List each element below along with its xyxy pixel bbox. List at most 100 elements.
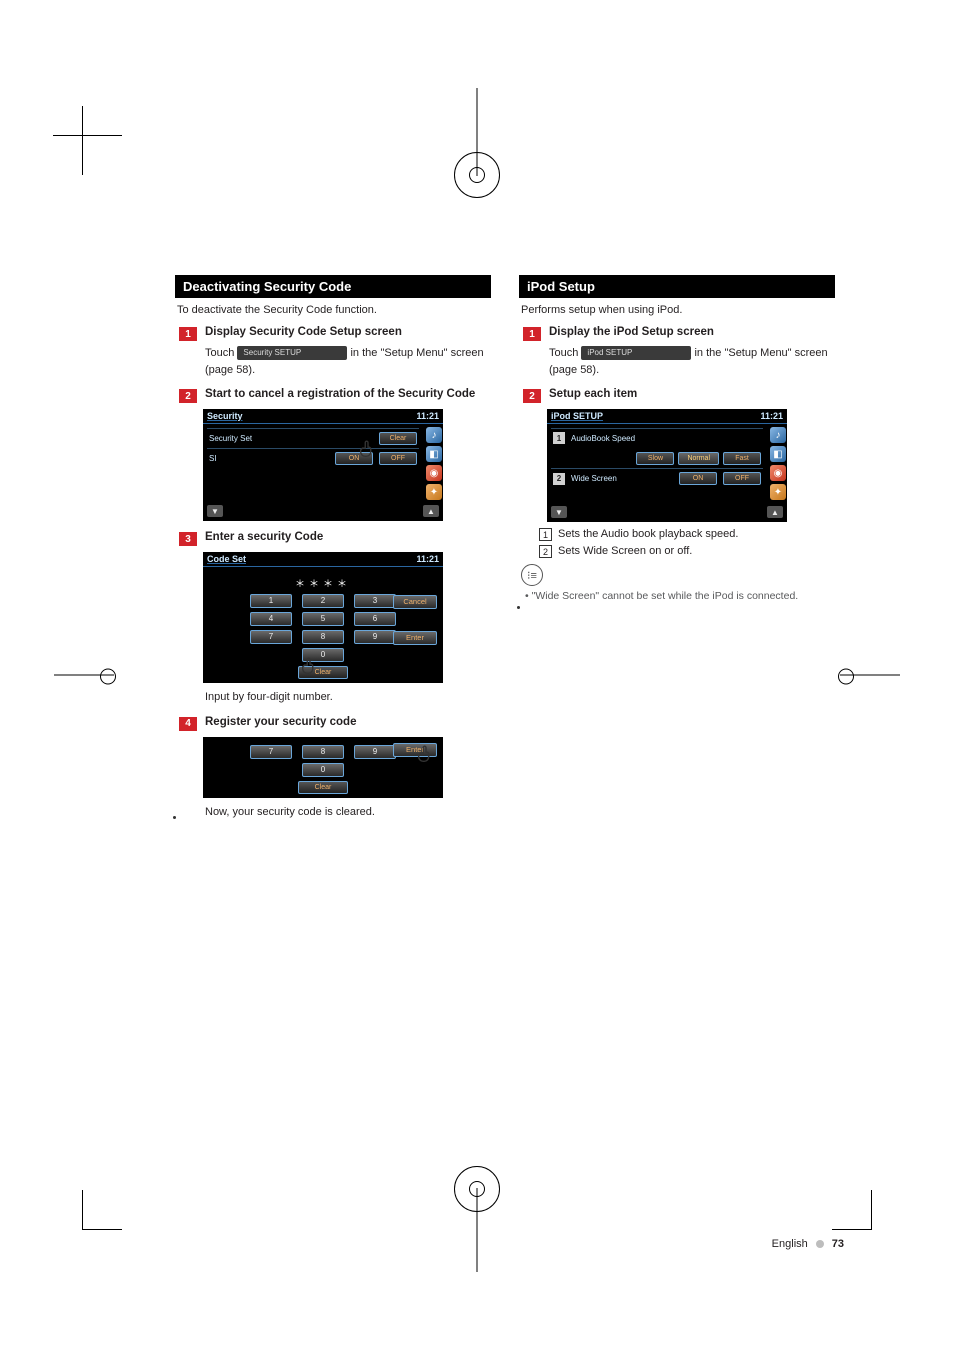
keypad-1[interactable]: 1 (250, 594, 292, 608)
info-bullet: • "Wide Screen" cannot be set while the … (533, 590, 835, 602)
keypad-5[interactable]: 5 (302, 612, 344, 626)
step-title: Display Security Code Setup screen (205, 326, 402, 338)
side-icon[interactable]: ◉ (426, 465, 442, 481)
on-button[interactable]: ON (679, 472, 717, 485)
section-end-dot (517, 606, 520, 609)
clear-button[interactable]: Clear (298, 666, 348, 679)
screen-title: Code Set (207, 554, 246, 564)
callout-2: 2 Sets Wide Screen on or off. (539, 545, 835, 558)
crop-mark-ml (54, 675, 114, 676)
crop-mark-mr (840, 675, 900, 676)
keypad-3[interactable]: 3 (354, 594, 396, 608)
step-3: 3 Enter a security Code (179, 531, 491, 546)
keypad-7[interactable]: 7 (250, 630, 292, 644)
section-header-deactivating: Deactivating Security Code (175, 275, 491, 298)
info-icon: ⁝≡ (521, 564, 543, 586)
enter-button[interactable]: Enter (393, 743, 437, 757)
row-callout-2: 2 (553, 473, 565, 485)
intro-left: To deactivate the Security Code function… (177, 304, 489, 316)
step-title: Start to cancel a registration of the Se… (205, 388, 475, 400)
register-screen-partial: 7 8 9 Enter 0 Clear (203, 737, 443, 798)
fast-button[interactable]: Fast (723, 452, 761, 465)
code-set-screen: Code Set 11:21 ＊＊＊＊ 1 2 3 Cancel 4 (203, 552, 443, 683)
row-label: SI (209, 454, 217, 463)
callout-text: Sets the Audio book playback speed. (558, 528, 738, 540)
keypad-9[interactable]: 9 (354, 630, 396, 644)
keypad-8[interactable]: 8 (302, 630, 344, 644)
security-setup-chip[interactable]: Security SETUP (237, 346, 347, 360)
crop-mark-bl (82, 1190, 122, 1230)
security-screen: Security 11:21 Security Set Clear SI (203, 409, 443, 521)
crop-mark-tl (82, 135, 122, 175)
code-display: ＊＊＊＊ (207, 575, 439, 590)
touch-prefix: Touch (549, 347, 581, 359)
keypad-6[interactable]: 6 (354, 612, 396, 626)
side-icon[interactable]: ♪ (770, 427, 786, 443)
crop-mark-br (832, 1190, 872, 1230)
right-column: iPod Setup Performs setup when using iPo… (519, 275, 835, 824)
step-1: 1 Display Security Code Setup screen (179, 326, 491, 341)
footer-page: 73 (832, 1238, 844, 1250)
row-label: AudioBook Speed (571, 434, 635, 443)
side-icon[interactable]: ♪ (426, 427, 442, 443)
step-2: 2 Start to cancel a registration of the … (179, 388, 491, 403)
step-number: 1 (179, 327, 197, 341)
step-1-body: Touch iPod SETUP in the "Setup Menu" scr… (549, 345, 835, 378)
keypad-0[interactable]: 0 (302, 763, 344, 777)
left-column: Deactivating Security Code To deactivate… (175, 275, 491, 824)
cancel-button[interactable]: Cancel (393, 595, 437, 609)
step-title: Display the iPod Setup screen (549, 326, 714, 338)
step-title: Register your security code (205, 716, 356, 728)
row-label: Wide Screen (571, 474, 617, 483)
step-3-caption: Input by four-digit number. (205, 689, 491, 706)
callout-1: 1 Sets the Audio book playback speed. (539, 528, 835, 541)
scroll-down-icon[interactable]: ▼ (207, 505, 223, 517)
keypad-9[interactable]: 9 (354, 745, 396, 759)
screen-time: 11:21 (760, 411, 783, 421)
screen-time: 11:21 (416, 411, 439, 421)
step-number: 2 (179, 389, 197, 403)
keypad-4[interactable]: 4 (250, 612, 292, 626)
screen-time: 11:21 (416, 554, 439, 564)
slow-button[interactable]: Slow (636, 452, 674, 465)
side-icon[interactable]: ✦ (426, 484, 442, 500)
intro-right: Performs setup when using iPod. (521, 304, 833, 316)
enter-button[interactable]: Enter (393, 631, 437, 645)
clear-button[interactable]: Clear (298, 781, 348, 794)
callout-text: Sets Wide Screen on or off. (558, 545, 692, 557)
step-1-body: Touch Security SETUP in the "Setup Menu"… (205, 345, 491, 378)
step-2: 2 Setup each item (523, 388, 835, 403)
scroll-up-icon[interactable]: ▲ (767, 506, 783, 518)
normal-button[interactable]: Normal (678, 452, 719, 465)
step-number: 1 (523, 327, 541, 341)
side-icon[interactable]: ✦ (770, 484, 786, 500)
side-icon[interactable]: ◧ (770, 446, 786, 462)
scroll-down-icon[interactable]: ▼ (551, 506, 567, 518)
page-content: Deactivating Security Code To deactivate… (175, 275, 835, 824)
callout-box: 1 (539, 528, 552, 541)
step-number: 2 (523, 389, 541, 403)
keypad-8[interactable]: 8 (302, 745, 344, 759)
keypad-2[interactable]: 2 (302, 594, 344, 608)
step-title: Enter a security Code (205, 531, 323, 543)
side-icon[interactable]: ◉ (770, 465, 786, 481)
ipod-setup-chip[interactable]: iPod SETUP (581, 346, 691, 360)
step-number: 3 (179, 532, 197, 546)
row-callout-1: 1 (553, 432, 565, 444)
step-4-caption: Now, your security code is cleared. (205, 804, 491, 821)
off-button[interactable]: OFF (723, 472, 761, 485)
on-button[interactable]: ON (335, 452, 373, 465)
scroll-up-icon[interactable]: ▲ (423, 505, 439, 517)
footer-dot-icon (816, 1240, 824, 1248)
keypad-0[interactable]: 0 (302, 648, 344, 662)
callout-box: 2 (539, 545, 552, 558)
side-icon[interactable]: ◧ (426, 446, 442, 462)
ipod-setup-screen: iPod SETUP 11:21 1 AudioBook Speed Slow … (547, 409, 787, 522)
off-button[interactable]: OFF (379, 452, 417, 465)
keypad-7[interactable]: 7 (250, 745, 292, 759)
page-footer: English 73 (772, 1238, 844, 1250)
clear-button[interactable]: Clear (379, 432, 417, 445)
screen-title: iPod SETUP (551, 411, 603, 421)
step-title: Setup each item (549, 388, 637, 400)
info-bullet-text: "Wide Screen" cannot be set while the iP… (532, 590, 799, 602)
